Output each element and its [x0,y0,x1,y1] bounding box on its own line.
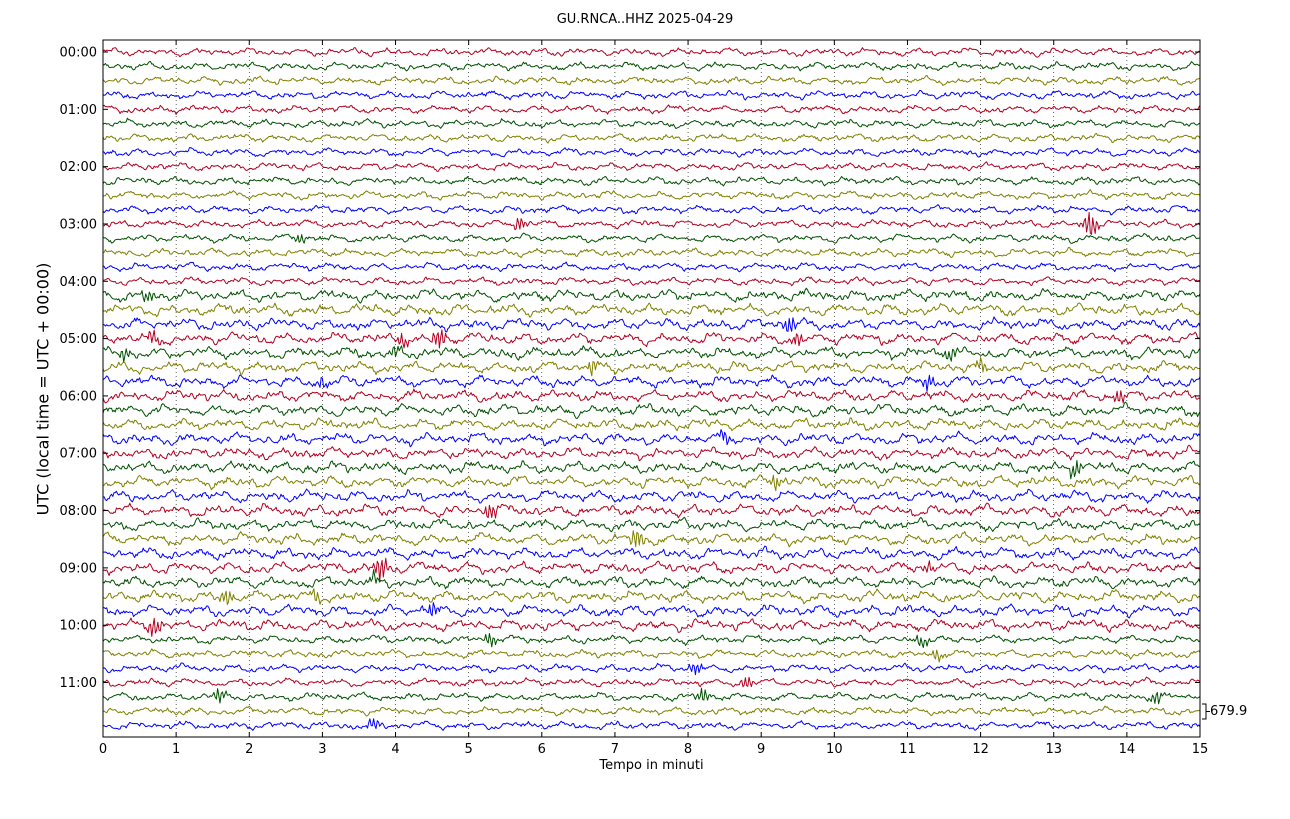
x-tick-label: 15 [1192,742,1209,757]
trace-line [102,502,1201,519]
y-tick-label: 00:00 [60,46,97,61]
trace-line [102,545,1201,561]
trace-line [102,133,1201,144]
x-tick-label: 8 [684,742,692,757]
trace-line [102,189,1201,201]
trace-line [102,401,1201,420]
trace-line [102,516,1201,533]
x-tick-label: 4 [391,742,399,757]
trace-line [102,329,1201,349]
trace-line [102,175,1201,187]
trace-line [103,345,1201,363]
trace-line [102,676,1201,689]
y-tick-label: 08:00 [60,504,97,519]
trace-line [102,569,1201,590]
x-tick-label: 14 [1119,742,1136,757]
trace-line [102,557,1201,583]
y-tick-label: 06:00 [60,389,97,404]
trace-line [102,117,1201,129]
trace-line [102,61,1201,72]
trace-line [102,374,1201,392]
trace-line [102,232,1201,244]
y-tick-label: 01:00 [60,103,97,118]
amplitude-scale-label: 679.9 [1210,704,1248,719]
x-tick-label: 12 [972,742,989,757]
plot-frame [102,39,1201,738]
trace-line [102,104,1201,115]
x-tick-label: 7 [611,742,619,757]
trace-line [102,302,1201,318]
trace-line [102,488,1201,504]
trace-line [102,648,1201,663]
x-tick-label: 11 [899,742,916,757]
trace-line [102,662,1201,676]
y-tick-label: 05:00 [60,332,97,347]
trace-line [102,588,1201,605]
x-tick-label: 0 [99,742,107,757]
trace-line [102,444,1201,462]
trace-line [102,474,1201,492]
y-tick-label: 07:00 [60,447,97,462]
chart-title: GU.RNCA..HHZ 2025-04-29 [556,12,734,27]
trace-line [102,602,1201,619]
x-tick-label: 6 [538,742,546,757]
x-tick-label: 1 [172,742,180,757]
trace-line [102,388,1201,404]
y-tick-label: 09:00 [60,561,97,576]
y-tick-label: 03:00 [60,217,97,232]
trace-line [102,417,1201,432]
trace-line [102,276,1201,287]
trace-line [102,718,1201,731]
trace-line [102,705,1201,717]
trace-line [102,247,1201,259]
x-tick-label: 2 [245,742,253,757]
trace-line [102,161,1201,172]
trace-line [102,617,1201,637]
trace-line [102,47,1200,58]
amplitude-scale-bracket [1202,703,1210,720]
x-tick-label: 10 [826,742,843,757]
trace-line [102,530,1201,548]
trace-line [102,316,1201,333]
trace-line [102,633,1201,649]
y-tick-label: 11:00 [60,676,97,691]
trace-line [102,89,1201,101]
trace-line [102,211,1201,235]
x-tick-label: 3 [318,742,326,757]
y-tick-label: 10:00 [60,619,97,634]
trace-line [102,75,1201,86]
x-tick-label: 5 [465,742,473,757]
x-tick-label: 13 [1045,742,1062,757]
trace-line [102,429,1201,448]
y-axis-label: UTC (local time = UTC + 00:00) [33,262,53,516]
trace-line [102,261,1201,273]
x-axis-label: Tempo in minuti [599,758,704,773]
trace-line [102,287,1201,304]
y-tick-label: 04:00 [60,275,97,290]
trace-line [102,687,1201,705]
y-tick-label: 02:00 [60,160,97,175]
trace-line [102,357,1201,377]
trace-line [103,460,1201,480]
trace-line [102,147,1201,158]
x-tick-label: 9 [757,742,765,757]
trace-line [102,204,1201,216]
